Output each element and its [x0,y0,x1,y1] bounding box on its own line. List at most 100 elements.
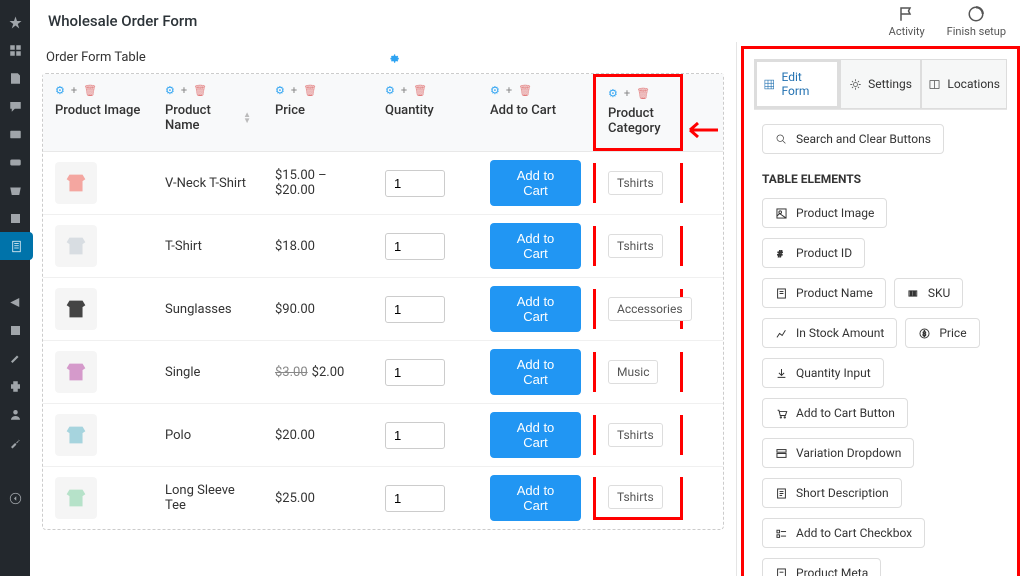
plus-icon[interactable]: + [181,84,187,97]
category-tag[interactable]: Tshirts [608,234,663,258]
element-price[interactable]: $Price [905,318,979,348]
element-product-meta[interactable]: Product Meta [762,558,881,576]
tab-locations[interactable]: Locations [921,59,1007,109]
cell-image [43,469,153,527]
column-quantity[interactable]: ⚙+🗑 Quantity [373,74,478,151]
column-name[interactable]: ⚙+🗑 Product Name▲▼ [153,74,263,151]
sidebar-dashboard-icon[interactable] [0,36,30,64]
product-thumbnail[interactable] [55,225,97,267]
quantity-input[interactable] [385,296,445,323]
cell-name: Polo [153,420,263,451]
book-icon [928,78,941,91]
column-cart[interactable]: ⚙+🗑 Add to Cart [478,74,593,151]
sidebar-analytics-icon[interactable] [0,260,30,288]
element-short-description[interactable]: Short Description [762,478,902,508]
plus-icon[interactable]: + [71,84,77,97]
category-tag[interactable]: Tshirts [608,423,663,447]
plus-icon[interactable]: + [624,87,630,100]
column-category[interactable]: ⚙+🗑 Product Category [593,74,683,151]
sort-icon[interactable]: ▲▼ [243,112,251,124]
sidebar-marketing-icon[interactable] [0,288,30,316]
element-product-name[interactable]: Product Name [762,278,886,308]
table-header: ⚙+🗑 Product Image ⚙+🗑 Product Name▲▼ ⚙+🗑… [43,74,723,152]
sidebar-item-icon[interactable] [0,316,30,344]
tab-edit-form[interactable]: Edit Form [754,59,840,109]
quantity-input[interactable] [385,359,445,386]
cell-name: Sunglasses [153,294,263,325]
sidebar-tools-icon[interactable] [0,428,30,456]
element-sku[interactable]: SKU [894,278,963,308]
quantity-input[interactable] [385,170,445,197]
cell-price: $18.00 [263,231,373,262]
cell-cart: Add to Cart [478,215,593,277]
table-row: T-Shirt $18.00 Add to Cart Tshirts [43,215,723,278]
trash-icon[interactable]: 🗑 [413,84,427,97]
element-quantity-input[interactable]: Quantity Input [762,358,884,388]
sidebar-settings-icon[interactable] [0,456,30,484]
add-to-cart-button[interactable]: Add to Cart [490,286,581,332]
tab-settings[interactable]: Settings [840,59,922,109]
gear-icon[interactable]: ⚙ [165,84,175,97]
sidebar-products-icon[interactable] [0,176,30,204]
element-product-image[interactable]: Product Image [762,198,887,228]
sidebar-pages-icon[interactable] [0,64,30,92]
gear-icon[interactable]: ⚙ [608,87,618,100]
add-to-cart-button[interactable]: Add to Cart [490,475,581,521]
cell-category: Tshirts [593,163,683,203]
gear-icon[interactable]: ⚙ [490,84,500,97]
trash-icon[interactable]: 🗑 [636,87,650,100]
product-thumbnail[interactable] [55,162,97,204]
trash-icon[interactable]: 🗑 [518,84,532,97]
gear-icon [849,78,862,91]
add-to-cart-button[interactable]: Add to Cart [490,160,581,206]
add-to-cart-button[interactable]: Add to Cart [490,223,581,269]
plus-icon[interactable]: + [291,84,297,97]
plus-icon[interactable]: + [401,84,407,97]
sidebar-comments-icon[interactable] [0,92,30,120]
plus-icon[interactable]: + [506,84,512,97]
element-product-id[interactable]: #Product ID [762,238,865,268]
sidebar-appearance-icon[interactable] [0,344,30,372]
gear-icon[interactable] [388,52,400,64]
sidebar-woo-icon[interactable] [0,148,30,176]
category-tag[interactable]: Accessories [608,297,692,321]
trash-icon[interactable]: 🗑 [193,84,207,97]
cell-category: Accessories [593,289,683,329]
element-add-to-cart-checkbox[interactable]: Add to Cart Checkbox [762,518,925,548]
quantity-input[interactable] [385,422,445,449]
column-price[interactable]: ⚙+🗑 Price [263,74,373,151]
sidebar-plugins-icon[interactable] [0,372,30,400]
element-search-buttons[interactable]: Search and Clear Buttons [762,124,944,154]
element-icon [775,527,788,540]
category-tag[interactable]: Tshirts [608,171,663,195]
sidebar-forms-icon[interactable] [0,204,30,232]
gear-icon[interactable]: ⚙ [55,84,65,97]
product-thumbnail[interactable] [55,351,97,393]
sidebar-media-icon[interactable] [0,120,30,148]
element-variation-dropdown[interactable]: Variation Dropdown [762,438,914,468]
sidebar-users-icon[interactable] [0,400,30,428]
gear-icon[interactable]: ⚙ [275,84,285,97]
product-thumbnail[interactable] [55,414,97,456]
quantity-input[interactable] [385,485,445,512]
activity-button[interactable]: Activity [889,5,925,38]
finish-setup-button[interactable]: Finish setup [947,5,1006,38]
column-image[interactable]: ⚙+🗑 Product Image [43,74,153,151]
trash-icon[interactable]: 🗑 [83,84,97,97]
quantity-input[interactable] [385,233,445,260]
sidebar-active-icon[interactable] [0,232,33,260]
gear-icon[interactable]: ⚙ [385,84,395,97]
add-to-cart-button[interactable]: Add to Cart [490,349,581,395]
table-row: Sunglasses $90.00 Add to Cart Accessorie… [43,278,723,341]
category-tag[interactable]: Music [608,360,658,384]
add-to-cart-button[interactable]: Add to Cart [490,412,581,458]
table-row: Long Sleeve Tee $25.00 Add to Cart Tshir… [43,467,723,529]
element-add-to-cart-button[interactable]: Add to Cart Button [762,398,908,428]
product-thumbnail[interactable] [55,477,97,519]
product-thumbnail[interactable] [55,288,97,330]
category-tag[interactable]: Tshirts [608,485,663,509]
element-in-stock-amount[interactable]: In Stock Amount [762,318,897,348]
sidebar-collapse-icon[interactable] [0,484,30,512]
sidebar-pin-icon[interactable] [0,8,30,36]
trash-icon[interactable]: 🗑 [303,84,317,97]
